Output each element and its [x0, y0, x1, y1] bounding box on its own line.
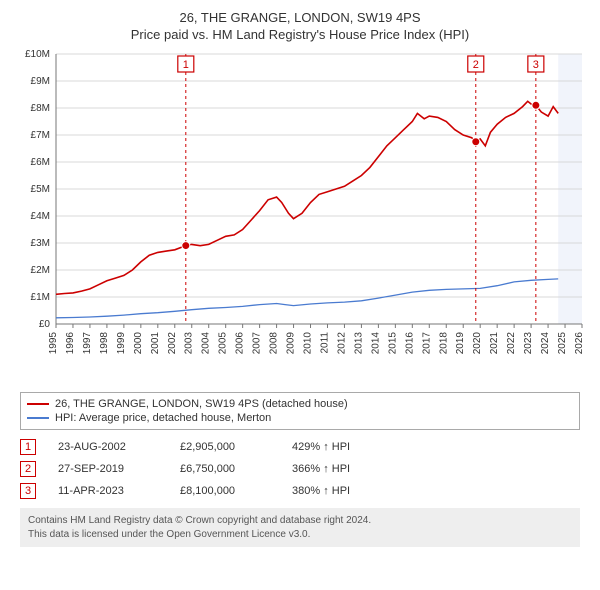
svg-text:£4M: £4M [31, 211, 50, 222]
svg-text:2019: 2019 [455, 332, 466, 355]
svg-text:2000: 2000 [133, 332, 144, 355]
title-block: 26, THE GRANGE, LONDON, SW19 4PS Price p… [10, 10, 590, 42]
chart-area: £0 £1M £2M £3M £4M £5M £6M £7M £8M £9M £10M 1995 199… [10, 48, 590, 388]
legend-label-hpi: HPI: Average price, detached house, Mert… [55, 412, 271, 424]
svg-text:2001: 2001 [150, 332, 161, 355]
svg-text:2022: 2022 [506, 332, 517, 355]
svg-text:£5M: £5M [31, 184, 50, 195]
svg-text:1999: 1999 [116, 332, 127, 355]
svg-text:1995: 1995 [48, 332, 59, 355]
svg-text:2015: 2015 [387, 332, 398, 355]
svg-text:£0: £0 [39, 319, 51, 330]
svg-text:2005: 2005 [218, 332, 229, 355]
sale-price: £2,905,000 [180, 441, 270, 453]
footer-line-2: This data is licensed under the Open Gov… [28, 528, 572, 542]
svg-text:£8M: £8M [31, 103, 50, 114]
svg-text:2026: 2026 [574, 332, 585, 355]
sale-hpi: 380% ↑ HPI [292, 485, 392, 497]
svg-text:2002: 2002 [167, 332, 178, 355]
svg-text:1997: 1997 [82, 332, 93, 355]
svg-text:2012: 2012 [336, 332, 347, 355]
sale-price: £6,750,000 [180, 463, 270, 475]
chart-title-address: 26, THE GRANGE, LONDON, SW19 4PS [10, 10, 590, 25]
svg-text:2024: 2024 [540, 332, 551, 355]
sale-marker-1: 1 [20, 439, 36, 455]
sale-marker-3: 3 [20, 483, 36, 499]
svg-text:2017: 2017 [421, 332, 432, 355]
svg-text:2025: 2025 [557, 332, 568, 355]
sale-marker-2: 2 [20, 461, 36, 477]
sales-row: 3 11-APR-2023 £8,100,000 380% ↑ HPI [20, 480, 580, 502]
svg-text:2021: 2021 [489, 332, 500, 355]
svg-text:£1M: £1M [31, 292, 50, 303]
svg-text:2004: 2004 [201, 332, 212, 355]
svg-text:2013: 2013 [353, 332, 364, 355]
svg-text:3: 3 [533, 59, 539, 71]
svg-text:2003: 2003 [184, 332, 195, 355]
legend: 26, THE GRANGE, LONDON, SW19 4PS (detach… [20, 392, 580, 430]
svg-text:2010: 2010 [303, 332, 314, 355]
svg-text:1996: 1996 [65, 332, 76, 355]
svg-text:2007: 2007 [252, 332, 263, 355]
svg-text:£9M: £9M [31, 76, 50, 87]
svg-text:2009: 2009 [286, 332, 297, 355]
sale-date: 11-APR-2023 [58, 485, 158, 497]
sale-hpi: 429% ↑ HPI [292, 441, 392, 453]
svg-text:2006: 2006 [235, 332, 246, 355]
sales-row: 1 23-AUG-2002 £2,905,000 429% ↑ HPI [20, 436, 580, 458]
legend-label-price: 26, THE GRANGE, LONDON, SW19 4PS (detach… [55, 398, 348, 410]
svg-text:2023: 2023 [523, 332, 534, 355]
svg-text:£2M: £2M [31, 265, 50, 276]
svg-text:£10M: £10M [25, 49, 50, 60]
svg-text:£7M: £7M [31, 130, 50, 141]
line-chart-svg: £0 £1M £2M £3M £4M £5M £6M £7M £8M £9M £10M 1995 199… [10, 48, 590, 388]
sale-date: 23-AUG-2002 [58, 441, 158, 453]
svg-text:£6M: £6M [31, 157, 50, 168]
chart-subtitle: Price paid vs. HM Land Registry's House … [10, 27, 590, 42]
attribution-footer: Contains HM Land Registry data © Crown c… [20, 508, 580, 547]
svg-text:2016: 2016 [404, 332, 415, 355]
legend-swatch-hpi [27, 417, 49, 419]
legend-item-price: 26, THE GRANGE, LONDON, SW19 4PS (detach… [27, 397, 573, 411]
svg-text:1998: 1998 [99, 332, 110, 355]
svg-text:1: 1 [183, 59, 189, 71]
chart-container: 26, THE GRANGE, LONDON, SW19 4PS Price p… [0, 0, 600, 553]
footer-line-1: Contains HM Land Registry data © Crown c… [28, 514, 572, 528]
sales-table: 1 23-AUG-2002 £2,905,000 429% ↑ HPI 2 27… [20, 436, 580, 502]
sale-date: 27-SEP-2019 [58, 463, 158, 475]
sales-row: 2 27-SEP-2019 £6,750,000 366% ↑ HPI [20, 458, 580, 480]
svg-text:2011: 2011 [319, 332, 330, 354]
svg-text:2020: 2020 [472, 332, 483, 355]
legend-item-hpi: HPI: Average price, detached house, Mert… [27, 411, 573, 425]
svg-text:2: 2 [473, 59, 479, 71]
svg-text:2014: 2014 [370, 332, 381, 355]
sale-price: £8,100,000 [180, 485, 270, 497]
svg-text:£3M: £3M [31, 238, 50, 249]
svg-text:2018: 2018 [438, 332, 449, 355]
svg-text:2008: 2008 [269, 332, 280, 355]
sale-hpi: 366% ↑ HPI [292, 463, 392, 475]
legend-swatch-price [27, 403, 49, 405]
